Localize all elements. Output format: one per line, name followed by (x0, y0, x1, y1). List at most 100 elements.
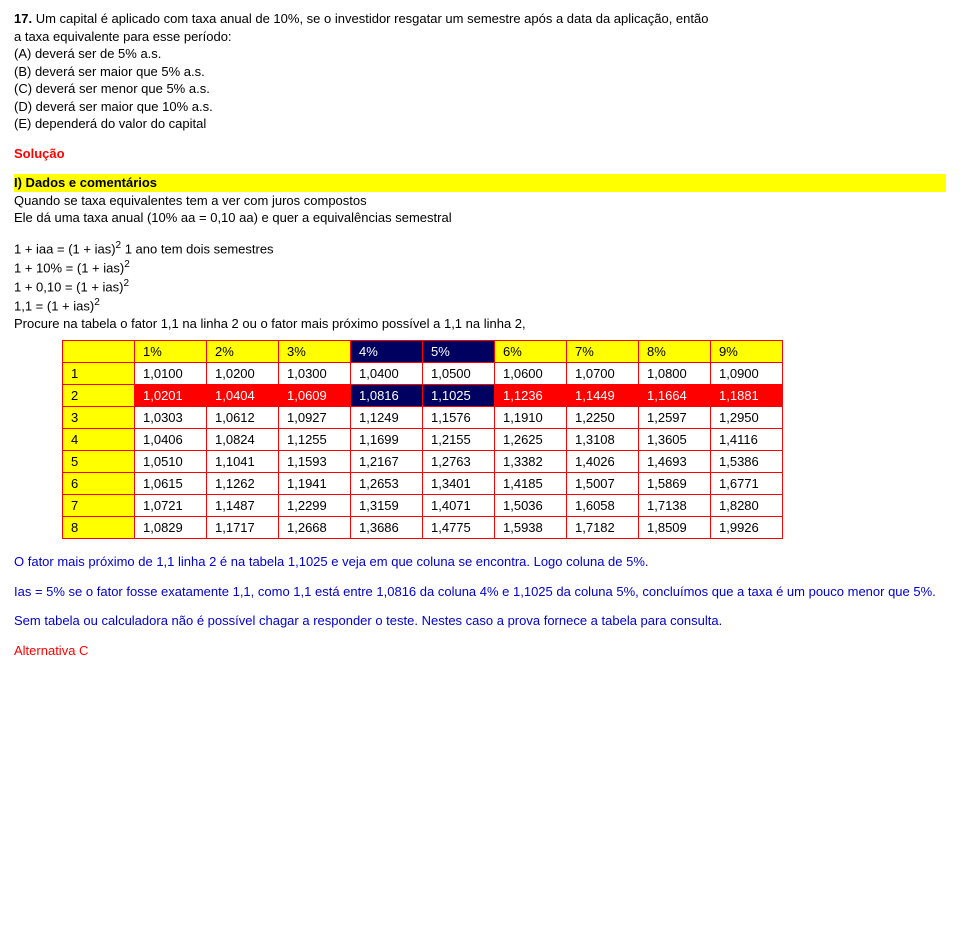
cell: 1,3382 (495, 451, 567, 473)
cell: 1,1699 (351, 429, 423, 451)
cell: 1,3605 (639, 429, 711, 451)
section1-line1: Quando se taxa equivalentes tem a ver co… (14, 192, 946, 210)
cell: 1,0303 (135, 407, 207, 429)
question-number: 17. (14, 11, 32, 26)
compound-interest-table: 1% 2% 3% 4% 5% 6% 7% 8% 9% 1 1,0100 1,02… (62, 340, 783, 539)
cell: 1,0721 (135, 495, 207, 517)
cell: 1,3686 (351, 517, 423, 539)
cell: 1,0201 (135, 385, 207, 407)
cell: 1,1487 (207, 495, 279, 517)
cell: 1,0510 (135, 451, 207, 473)
cell: 1,0404 (207, 385, 279, 407)
cell: 1,1576 (423, 407, 495, 429)
cell: 1,0824 (207, 429, 279, 451)
calc-line2: 1 + 10% = (1 + ias)2 (14, 258, 946, 277)
cell: 1,1717 (207, 517, 279, 539)
cell: 1,2167 (351, 451, 423, 473)
cell: 1,3108 (567, 429, 639, 451)
cell: 1,4116 (711, 429, 783, 451)
row-label: 7 (63, 495, 135, 517)
calc-l3: 1 + 0,10 = (1 + ias) (14, 279, 123, 294)
cell: 1,2653 (351, 473, 423, 495)
cell: 1,0100 (135, 363, 207, 385)
cell: 1,1910 (495, 407, 567, 429)
cell: 1,9926 (711, 517, 783, 539)
solution-label: Solução (14, 145, 946, 163)
cell: 1,4071 (423, 495, 495, 517)
th-3: 3% (279, 341, 351, 363)
question-line1: 17. Um capital é aplicado com taxa anual… (14, 10, 946, 28)
cell: 1,5386 (711, 451, 783, 473)
table-row: 8 1,0829 1,1717 1,2668 1,3686 1,4775 1,5… (63, 517, 783, 539)
cell: 1,2299 (279, 495, 351, 517)
cell: 1,3159 (351, 495, 423, 517)
cell: 1,3401 (423, 473, 495, 495)
cell: 1,2763 (423, 451, 495, 473)
cell: 1,0800 (639, 363, 711, 385)
th-2: 2% (207, 341, 279, 363)
calc-exp4: 2 (94, 297, 100, 308)
cell: 1,0829 (135, 517, 207, 539)
cell: 1,1262 (207, 473, 279, 495)
cell: 1,0609 (279, 385, 351, 407)
calc-line3: 1 + 0,10 = (1 + ias)2 (14, 277, 946, 296)
cell: 1,1041 (207, 451, 279, 473)
cell: 1,0406 (135, 429, 207, 451)
cell: 1,1249 (351, 407, 423, 429)
cell: 1,1025 (423, 385, 495, 407)
section1-line2: Ele dá uma taxa anual (10% aa = 0,10 aa)… (14, 209, 946, 227)
cell: 1,4026 (567, 451, 639, 473)
question-line2: a taxa equivalente para esse período: (14, 28, 946, 46)
section1-title: I) Dados e comentários (14, 174, 946, 192)
cell: 1,5007 (567, 473, 639, 495)
table-row-highlight: 2 1,0201 1,0404 1,0609 1,0816 1,1025 1,1… (63, 385, 783, 407)
cell: 1,2250 (567, 407, 639, 429)
cell: 1,0200 (207, 363, 279, 385)
cell: 1,0612 (207, 407, 279, 429)
cell: 1,4185 (495, 473, 567, 495)
answer: Alternativa C (14, 642, 946, 660)
row-label: 2 (63, 385, 135, 407)
row-label: 5 (63, 451, 135, 473)
cell: 1,5938 (495, 517, 567, 539)
cell: 1,5036 (495, 495, 567, 517)
cell: 1,0816 (351, 385, 423, 407)
cell: 1,2668 (279, 517, 351, 539)
conclusion-p2: Ias = 5% se o fator fosse exatamente 1,1… (14, 583, 946, 601)
row-label: 4 (63, 429, 135, 451)
cell: 1,8509 (639, 517, 711, 539)
calc-l1b: 1 ano tem dois semestres (121, 241, 273, 256)
cell: 1,4775 (423, 517, 495, 539)
cell: 1,1881 (711, 385, 783, 407)
cell: 1,0900 (711, 363, 783, 385)
calc-l2: 1 + 10% = (1 + ias) (14, 260, 124, 275)
row-label: 1 (63, 363, 135, 385)
calc-line4: 1,1 = (1 + ias)2 (14, 296, 946, 315)
table-row: 7 1,0721 1,1487 1,2299 1,3159 1,4071 1,5… (63, 495, 783, 517)
option-c: (C) deverá ser menor que 5% a.s. (14, 80, 946, 98)
table-row: 5 1,0510 1,1041 1,1593 1,2167 1,2763 1,3… (63, 451, 783, 473)
cell: 1,2597 (639, 407, 711, 429)
th-9: 9% (711, 341, 783, 363)
conclusion-p1: O fator mais próximo de 1,1 linha 2 é na… (14, 553, 946, 571)
calc-l1a: 1 + iaa = (1 + ias) (14, 241, 116, 256)
option-b: (B) deverá ser maior que 5% a.s. (14, 63, 946, 81)
table-row: 6 1,0615 1,1262 1,1941 1,2653 1,3401 1,4… (63, 473, 783, 495)
cell: 1,0500 (423, 363, 495, 385)
cell: 1,8280 (711, 495, 783, 517)
cell: 1,1593 (279, 451, 351, 473)
calc-line5: Procure na tabela o fator 1,1 na linha 2… (14, 315, 946, 333)
th-4: 4% (351, 341, 423, 363)
cell: 1,6058 (567, 495, 639, 517)
cell: 1,0700 (567, 363, 639, 385)
th-6: 6% (495, 341, 567, 363)
table-header-row: 1% 2% 3% 4% 5% 6% 7% 8% 9% (63, 341, 783, 363)
option-d: (D) deverá ser maior que 10% a.s. (14, 98, 946, 116)
calc-exp3: 2 (123, 278, 129, 289)
cell: 1,0300 (279, 363, 351, 385)
option-e: (E) dependerá do valor do capital (14, 115, 946, 133)
row-label: 3 (63, 407, 135, 429)
th-5: 5% (423, 341, 495, 363)
row-label: 6 (63, 473, 135, 495)
cell: 1,1449 (567, 385, 639, 407)
